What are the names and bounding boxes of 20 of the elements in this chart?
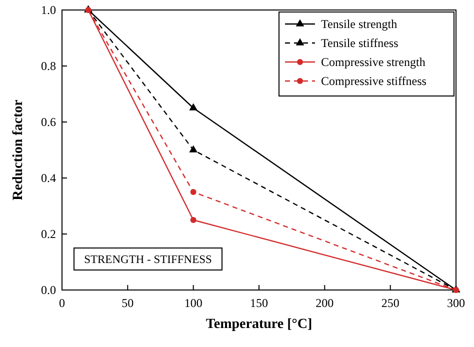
x-tick-label: 250: [381, 296, 400, 310]
x-tick-label: 200: [316, 296, 334, 310]
x-tick-label: 100: [184, 296, 202, 310]
legend-label: Compressive strength: [321, 55, 426, 70]
x-axis-title: Temperature [°C]: [206, 317, 312, 332]
legend-label: Tensile strength: [321, 17, 398, 32]
y-tick-label: 0.0: [41, 283, 56, 298]
annotation: STRENGTH - STIFFNESS: [84, 254, 212, 266]
x-tick-label: 150: [250, 296, 268, 310]
x-tick-label: 50: [122, 296, 134, 310]
y-axis-title: Reduction factor: [11, 100, 26, 200]
x-tick-label: 0: [59, 296, 65, 310]
y-tick-label: 0.6: [41, 115, 56, 130]
y-tick-label: 1.0: [41, 3, 56, 18]
x-tick-label: 300: [447, 296, 465, 310]
y-tick-label: 0.2: [41, 227, 56, 242]
legend-label: Compressive stiffness: [321, 74, 427, 88]
y-tick-label: 0.8: [41, 59, 56, 74]
legend-label: Tensile stiffness: [321, 36, 399, 50]
y-tick-label: 0.4: [41, 171, 56, 186]
